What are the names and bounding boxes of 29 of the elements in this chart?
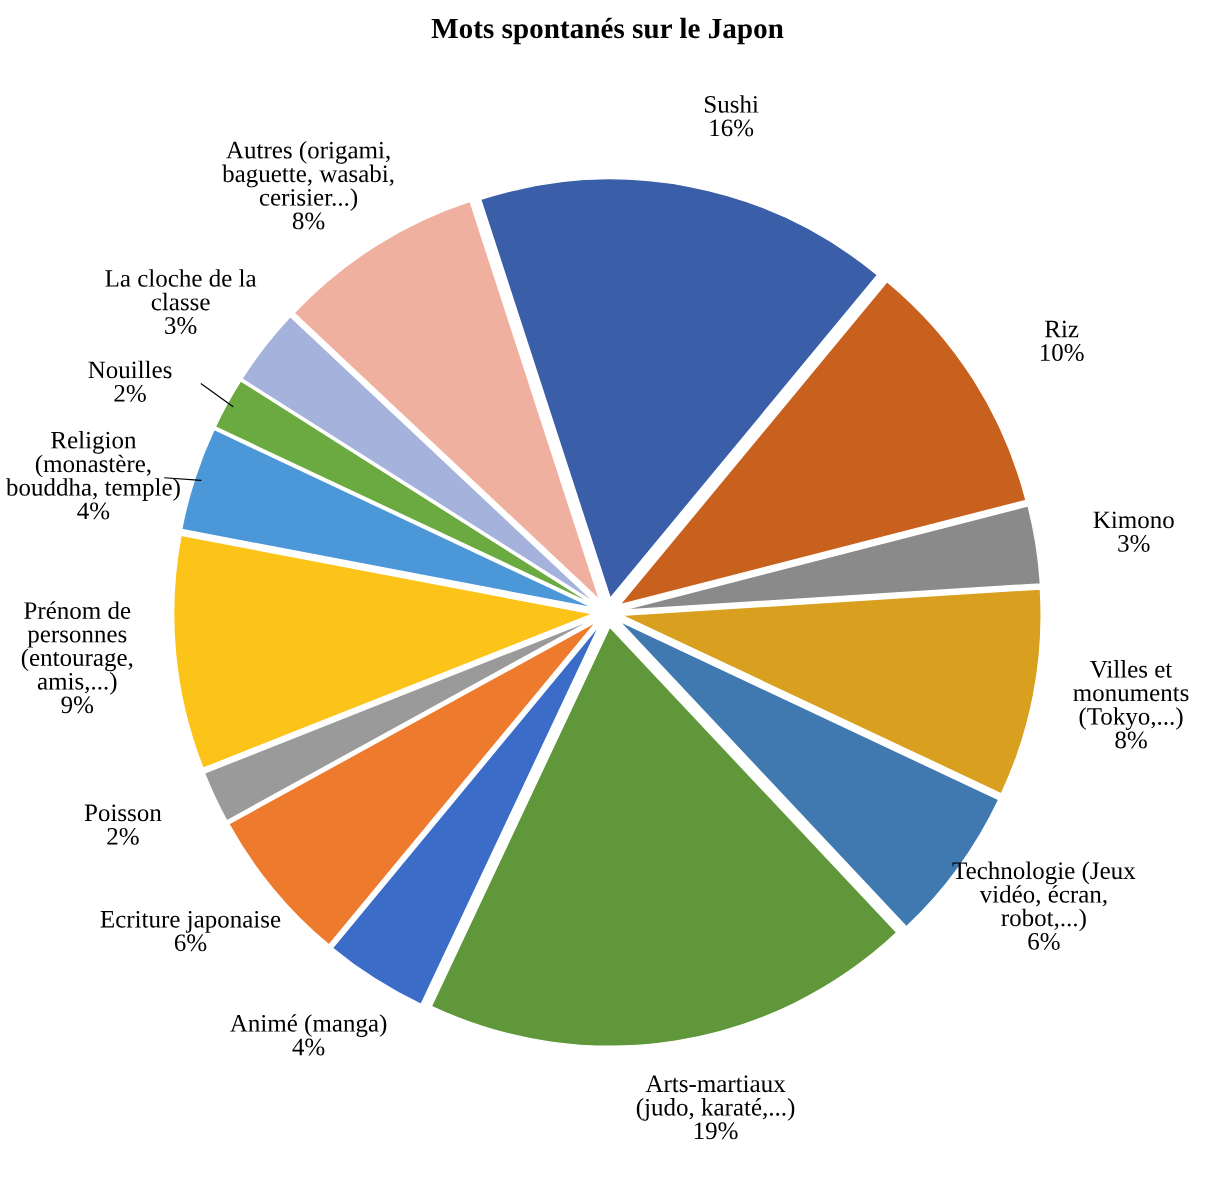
slice-label: Religion (monastère, bouddha, temple)	[5, 431, 180, 501]
slice-label: Autres (origami, baguette, wasabi, cerisier...)	[222, 141, 394, 211]
slice-label: Animé (manga)	[230, 1014, 387, 1037]
data-label: 8%	[292, 212, 325, 230]
slice-label: Riz	[1045, 320, 1079, 338]
data-label: 8%	[1115, 731, 1147, 749]
slice-label: Poisson	[84, 804, 162, 822]
data-label: 4%	[77, 502, 110, 520]
data-label: 2%	[114, 384, 146, 402]
data-label: 4%	[292, 1038, 325, 1056]
data-label: 3%	[1118, 534, 1150, 552]
data-label: 16%	[710, 119, 754, 137]
data-label: 2%	[107, 827, 139, 845]
data-label: 3%	[165, 317, 197, 335]
slice-label: Arts-martiaux (judo, karaté,...)	[636, 1075, 795, 1121]
slice-label: Kimono	[1093, 511, 1174, 529]
slice-label: Ecriture japonaise	[100, 910, 281, 933]
data-label: 6%	[174, 934, 207, 952]
slice-label: Technologie (Jeux vidéo, écran, robot,...)	[952, 861, 1136, 932]
slice-label: Villes et monuments (Tokyo,...)	[1073, 660, 1189, 730]
data-label: 10%	[1040, 344, 1084, 362]
data-label: 9%	[61, 696, 94, 714]
chart-title: Mots spontanés sur le Japon	[431, 17, 784, 45]
slice-label: Prénom de personnes (entourage, amis,...)	[21, 601, 133, 695]
slice-label: Sushi	[705, 95, 759, 113]
data-label: 6%	[1028, 932, 1060, 950]
data-label: 19%	[694, 1122, 738, 1140]
slice-label: Nouilles	[88, 360, 172, 379]
slice-label: La cloche de la classe	[105, 269, 257, 311]
